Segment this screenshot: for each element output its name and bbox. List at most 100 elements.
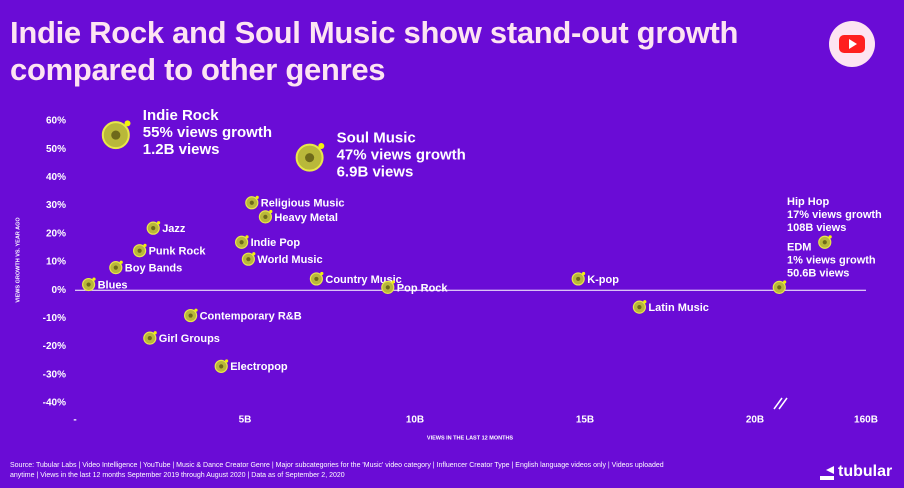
point-label: Boy Bands bbox=[125, 263, 182, 275]
point-center bbox=[314, 276, 319, 282]
chart-title: Indie Rock and Soul Music show stand-out… bbox=[10, 15, 739, 87]
source-note: Source: Tubular Labs | Video Intelligenc… bbox=[10, 462, 664, 479]
point-group: Pop Rock bbox=[381, 280, 449, 294]
point-spark bbox=[320, 271, 324, 276]
point-center bbox=[113, 265, 118, 270]
point-spark bbox=[194, 308, 198, 312]
point-label: 6.9B views bbox=[337, 164, 414, 181]
brand-logo: tubular bbox=[820, 463, 892, 480]
x-tick-label: 160B bbox=[854, 415, 878, 426]
point-label: Electropop bbox=[230, 361, 288, 373]
point-center bbox=[305, 153, 315, 163]
point-label: Indie Rock bbox=[143, 107, 220, 124]
y-tick-label: 30% bbox=[46, 200, 66, 211]
point-center bbox=[246, 257, 251, 262]
point-center bbox=[239, 240, 244, 245]
point-group: World Music bbox=[241, 252, 323, 266]
point-label: 47% views growth bbox=[337, 147, 466, 164]
point-label: Country Music bbox=[325, 274, 401, 286]
point-center bbox=[111, 130, 121, 140]
point-center bbox=[249, 200, 254, 205]
point-group: Country Music bbox=[309, 271, 402, 286]
axis-break bbox=[773, 397, 788, 410]
point-center bbox=[263, 214, 268, 219]
point-label: Religious Music bbox=[261, 198, 345, 210]
point-label: Heavy Metal bbox=[274, 212, 338, 224]
point-label: Pop Rock bbox=[397, 282, 449, 294]
point-spark bbox=[245, 235, 249, 239]
y-tick-label: 0% bbox=[52, 285, 67, 296]
x-tick-label: 20B bbox=[746, 415, 764, 426]
y-tick-label: -40% bbox=[43, 398, 66, 409]
x-tick-label: 15B bbox=[576, 415, 594, 426]
point-center bbox=[188, 313, 193, 318]
point-center bbox=[219, 364, 224, 369]
point-spark bbox=[157, 221, 161, 225]
point-label: Jazz bbox=[162, 223, 186, 235]
point-spark bbox=[255, 195, 259, 199]
point-spark bbox=[92, 277, 96, 281]
point-spark bbox=[828, 235, 832, 239]
point-group: Blues bbox=[81, 277, 128, 291]
point-center bbox=[151, 226, 156, 231]
point-label: Contemporary R&B bbox=[200, 310, 302, 322]
point-spark bbox=[269, 209, 273, 214]
point-center bbox=[637, 305, 642, 310]
point-group: Jazz bbox=[146, 221, 186, 235]
point-group: Indie Pop bbox=[235, 235, 301, 249]
point-group: Girl Groups bbox=[143, 331, 220, 345]
point-label: Soul Music bbox=[337, 130, 416, 147]
point-spark bbox=[391, 280, 395, 284]
point-spark bbox=[783, 280, 787, 284]
point-group: Electropop bbox=[214, 359, 288, 373]
y-tick-label: 50% bbox=[46, 144, 66, 155]
point-spark bbox=[252, 252, 256, 256]
point-center bbox=[86, 282, 91, 287]
point-label: Hip Hop bbox=[787, 196, 829, 208]
point-label: 17% views growth bbox=[787, 209, 882, 221]
y-tick-label: -10% bbox=[43, 313, 66, 324]
point-group: Boy Bands bbox=[109, 260, 182, 275]
point-label: EDM bbox=[787, 241, 811, 253]
point-spark bbox=[143, 243, 147, 247]
point-label: 1.2B views bbox=[143, 141, 220, 158]
point-center bbox=[137, 248, 142, 253]
point-spark bbox=[153, 331, 157, 335]
point-group: Religious Music bbox=[245, 195, 345, 210]
point-group: K-pop bbox=[571, 271, 619, 286]
point-label: 55% views growth bbox=[143, 124, 272, 141]
point-label: World Music bbox=[257, 254, 322, 266]
youtube-icon bbox=[829, 21, 875, 67]
x-tick-label: 10B bbox=[406, 415, 424, 426]
y-axis-title: VIEWS GROWTH VS. YEAR AGO bbox=[15, 217, 21, 303]
point-label: Blues bbox=[98, 279, 128, 291]
point-label: K-pop bbox=[587, 274, 619, 286]
point-label: 1% views growth bbox=[787, 254, 876, 266]
point-center bbox=[777, 285, 782, 290]
point-center bbox=[147, 336, 152, 341]
point-group: Punk Rock bbox=[133, 243, 207, 258]
brand-name: tubular bbox=[838, 463, 892, 480]
point-label: Latin Music bbox=[648, 302, 709, 314]
point-group: Heavy Metal bbox=[258, 209, 338, 224]
point-label: Punk Rock bbox=[149, 246, 207, 258]
y-tick-label: -30% bbox=[43, 369, 66, 380]
y-tick-label: 40% bbox=[46, 172, 66, 183]
point-label: 50.6B views bbox=[787, 267, 849, 279]
point-label: Girl Groups bbox=[159, 333, 220, 345]
point-center bbox=[576, 276, 581, 282]
y-tick-label: 20% bbox=[46, 228, 66, 239]
point-spark bbox=[318, 142, 325, 149]
point-label: Indie Pop bbox=[251, 237, 301, 249]
x-tick-label: - bbox=[73, 415, 76, 426]
point-group: Latin Music bbox=[632, 300, 709, 314]
point-group: Contemporary R&B bbox=[184, 308, 302, 322]
point-center bbox=[385, 285, 390, 290]
x-tick-label: 5B bbox=[239, 415, 252, 426]
point-spark bbox=[643, 300, 647, 304]
